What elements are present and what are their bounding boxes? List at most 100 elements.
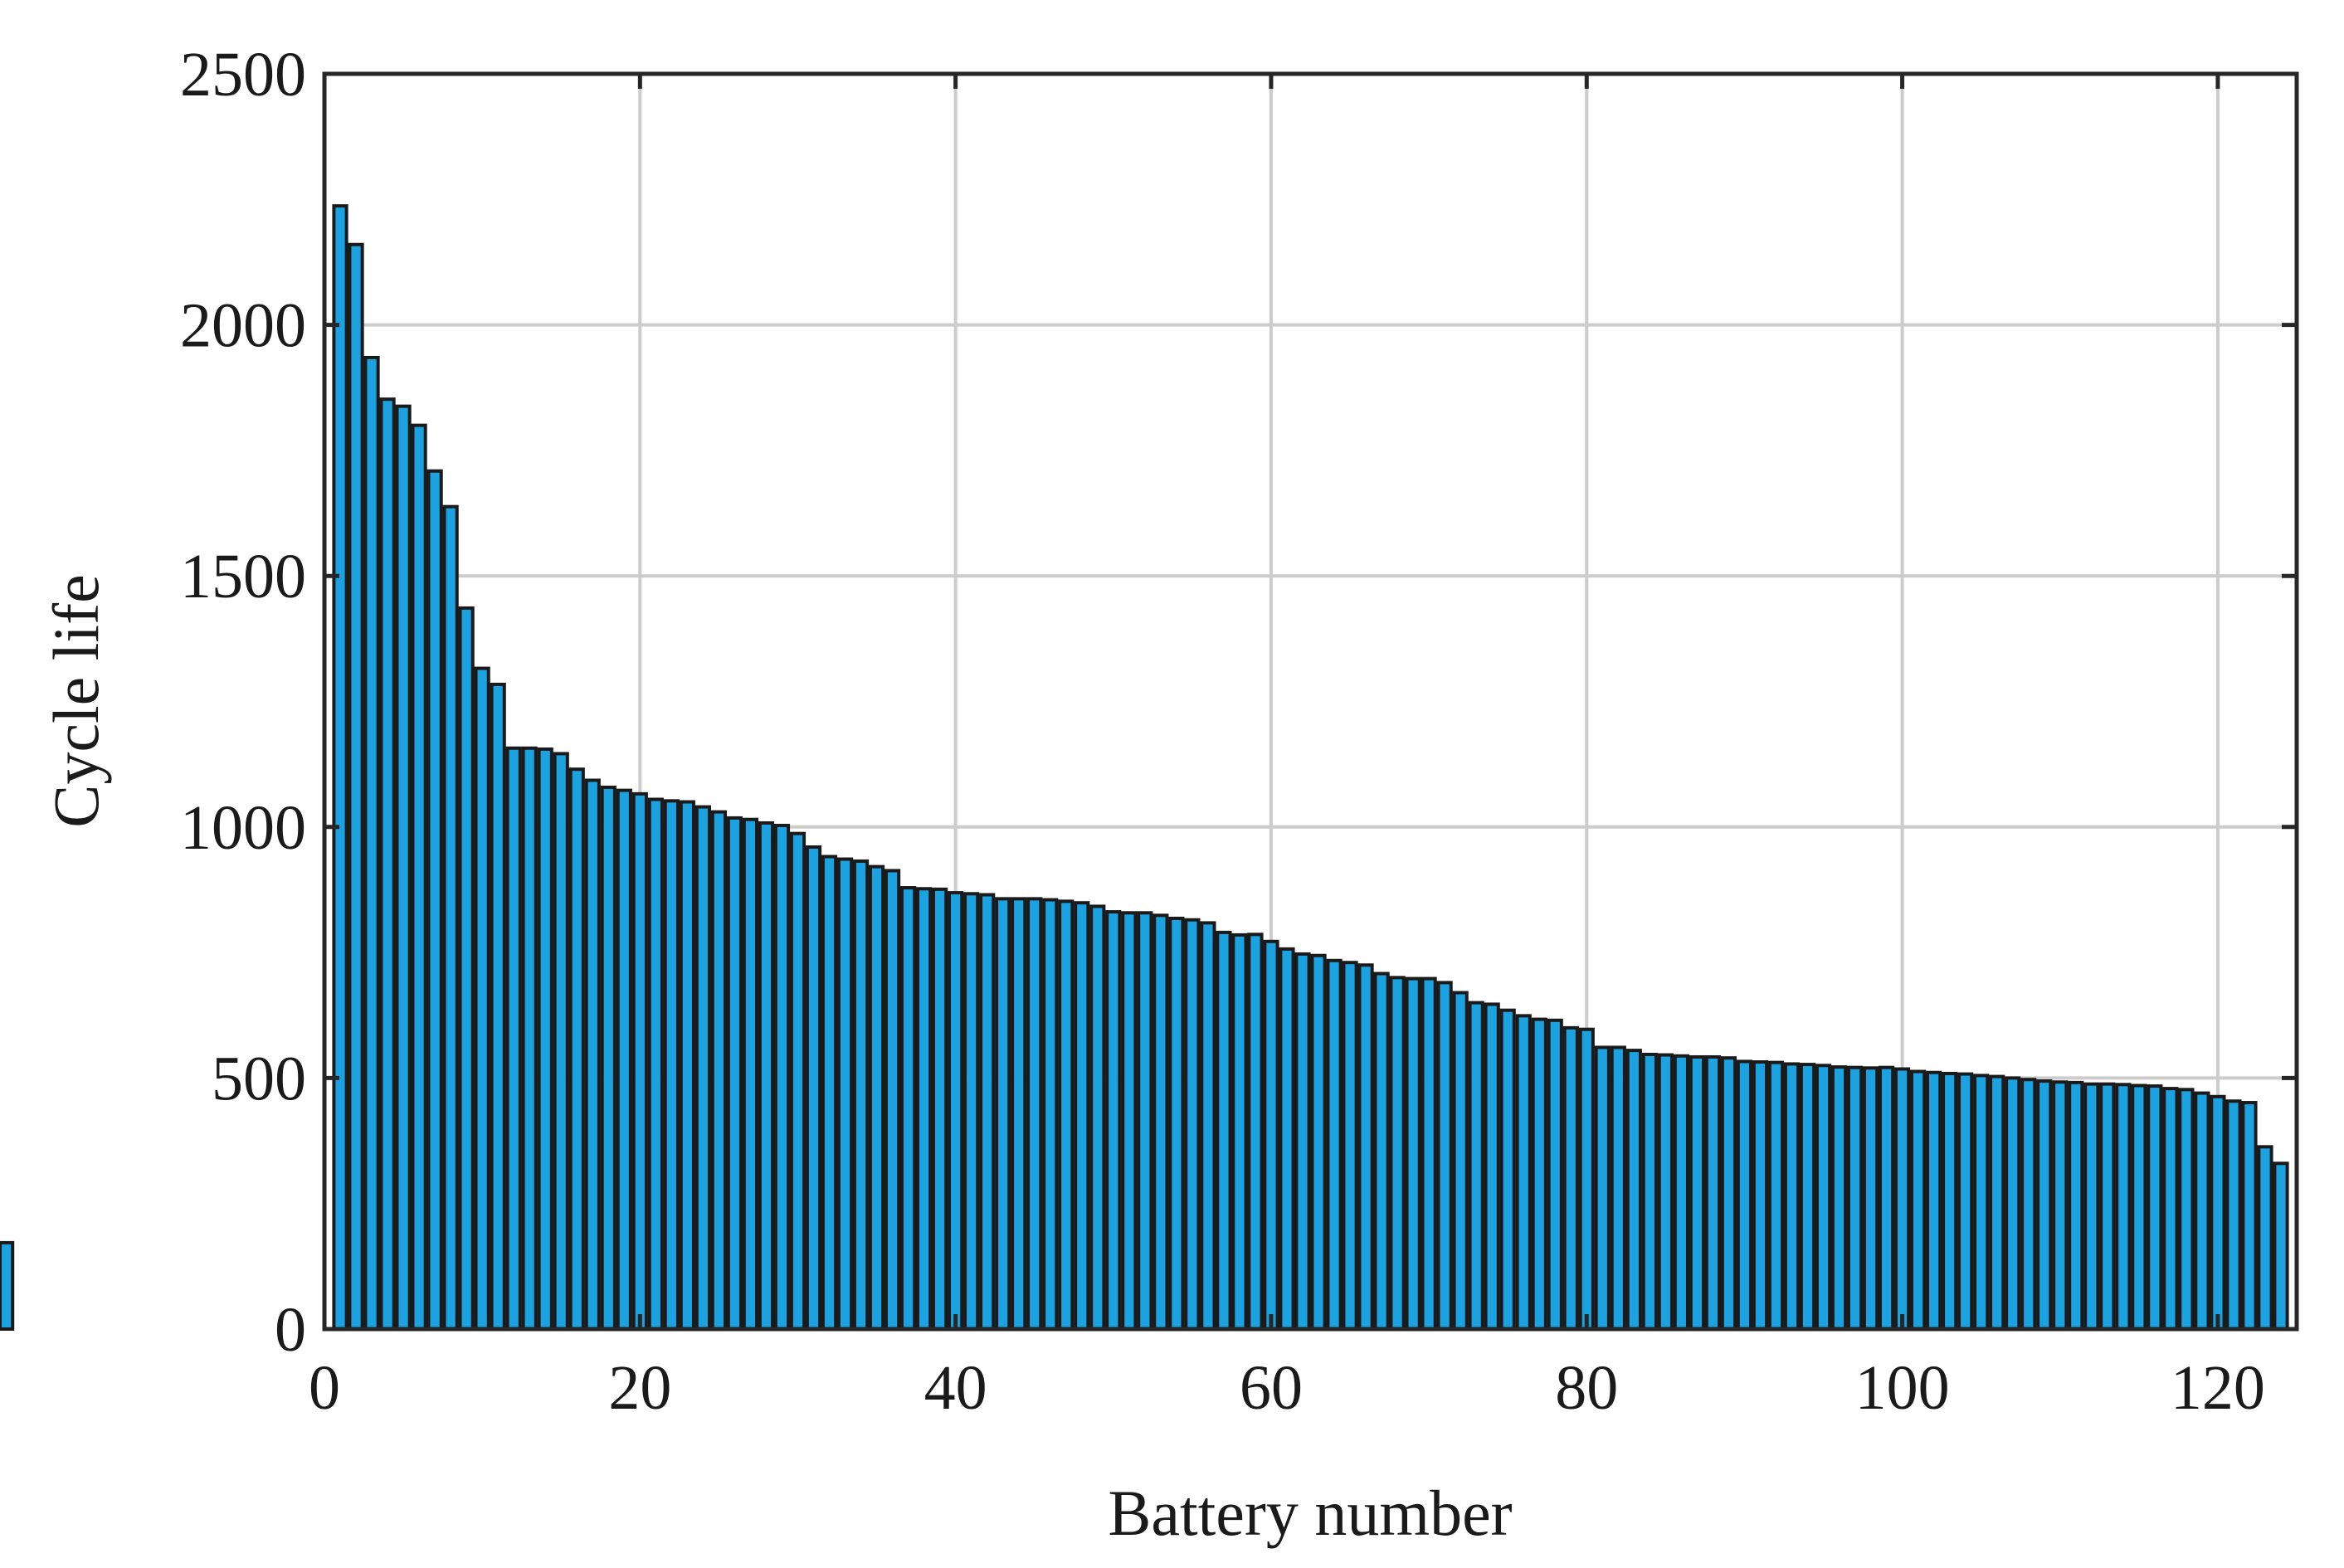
- bar: [1421, 976, 1437, 1331]
- bar: [1026, 897, 1043, 1331]
- bar: [1216, 930, 1232, 1331]
- bar: [1153, 913, 1169, 1331]
- bar: [836, 857, 854, 1331]
- bar: [2083, 1082, 2100, 1332]
- bar: [932, 887, 948, 1331]
- bar: [411, 423, 427, 1331]
- bar: [348, 242, 364, 1331]
- bar: [1247, 933, 1264, 1332]
- bar: [505, 746, 522, 1331]
- bar: [1074, 901, 1090, 1331]
- bar: [884, 869, 901, 1331]
- y-tick-label: 0: [275, 1295, 306, 1365]
- bar: [1973, 1074, 1990, 1331]
- bar: [0, 1240, 15, 1332]
- x-tick-labels: 0 20 40 60 80 100 120: [309, 1353, 2265, 1423]
- bar: [2052, 1080, 2069, 1331]
- bar: [1989, 1074, 2005, 1331]
- bar: [458, 606, 475, 1331]
- bar: [2036, 1079, 2053, 1332]
- bar: [2273, 1161, 2289, 1332]
- bar: [2131, 1083, 2147, 1331]
- bar: [1752, 1060, 1769, 1332]
- bar: [1515, 1014, 1532, 1331]
- x-tick-label: 40: [924, 1353, 987, 1423]
- bar: [758, 821, 775, 1331]
- bar: [805, 845, 822, 1331]
- bar: [1468, 1001, 1484, 1331]
- bar: [1846, 1065, 1864, 1331]
- bar: [1720, 1056, 1737, 1331]
- y-tick-label: 2000: [180, 291, 306, 361]
- bar: [1926, 1070, 1942, 1331]
- bar: [1231, 933, 1248, 1332]
- bar: [1531, 1017, 1547, 1331]
- bar: [2225, 1099, 2242, 1331]
- bar: [1484, 1002, 1500, 1331]
- bar: [379, 397, 396, 1331]
- bar: [1200, 921, 1216, 1331]
- bar: [1878, 1065, 1895, 1331]
- bar: [1137, 911, 1153, 1332]
- bar: [2178, 1088, 2195, 1331]
- bar: [1657, 1053, 1674, 1332]
- bar: [1673, 1054, 1689, 1332]
- plot-frame: [322, 71, 2299, 1332]
- bar: [1689, 1054, 1706, 1331]
- bar: [663, 799, 680, 1331]
- y-tick-label: 2500: [180, 40, 306, 110]
- bar: [537, 747, 553, 1331]
- bar: [426, 469, 443, 1332]
- bars: [0, 204, 2289, 1332]
- bar: [2115, 1083, 2132, 1332]
- bar: [1704, 1054, 1722, 1331]
- bar: [2257, 1145, 2273, 1332]
- bar: [1893, 1067, 1911, 1331]
- bar: [1405, 976, 1421, 1331]
- bar: [1121, 911, 1138, 1332]
- y-tick-label: 1500: [180, 542, 306, 611]
- bar: [2162, 1087, 2179, 1331]
- bar: [1625, 1049, 1642, 1331]
- bar: [600, 785, 616, 1331]
- bar: [710, 810, 727, 1331]
- bar: [395, 404, 412, 1331]
- bar: [521, 746, 538, 1331]
- y-tick-label: 1000: [180, 793, 306, 863]
- bar: [1799, 1063, 1816, 1332]
- bar: [1610, 1045, 1626, 1331]
- bar: [1089, 904, 1106, 1332]
- bar: [2210, 1094, 2226, 1332]
- bar: [852, 859, 870, 1331]
- bar: [679, 800, 695, 1331]
- bar: [442, 504, 459, 1331]
- bar: [1263, 939, 1279, 1332]
- bar: [1279, 947, 1295, 1331]
- x-tick-label: 100: [1855, 1353, 1950, 1423]
- bar: [899, 886, 917, 1331]
- bar: [773, 823, 791, 1331]
- bar: [1436, 981, 1453, 1332]
- bar: [726, 816, 743, 1331]
- bar: [1342, 961, 1358, 1331]
- bar: [868, 864, 885, 1331]
- bar: [490, 682, 506, 1331]
- bar: [363, 355, 380, 1332]
- bar: [553, 752, 569, 1331]
- bar: [979, 893, 996, 1331]
- bar: [1957, 1072, 1974, 1332]
- bar: [1326, 958, 1343, 1332]
- x-axis-title: Battery number: [1108, 1477, 1512, 1549]
- bar: [1547, 1018, 1563, 1332]
- x-tick-label: 0: [309, 1353, 340, 1423]
- bar: [916, 887, 933, 1331]
- bar: [948, 891, 964, 1331]
- bar: [584, 778, 601, 1331]
- bar: [694, 805, 711, 1331]
- bar: [1357, 963, 1374, 1331]
- bar: [1310, 953, 1327, 1331]
- x-tick-label: 120: [2171, 1353, 2265, 1423]
- bar: [789, 831, 807, 1331]
- bar: [2099, 1082, 2116, 1332]
